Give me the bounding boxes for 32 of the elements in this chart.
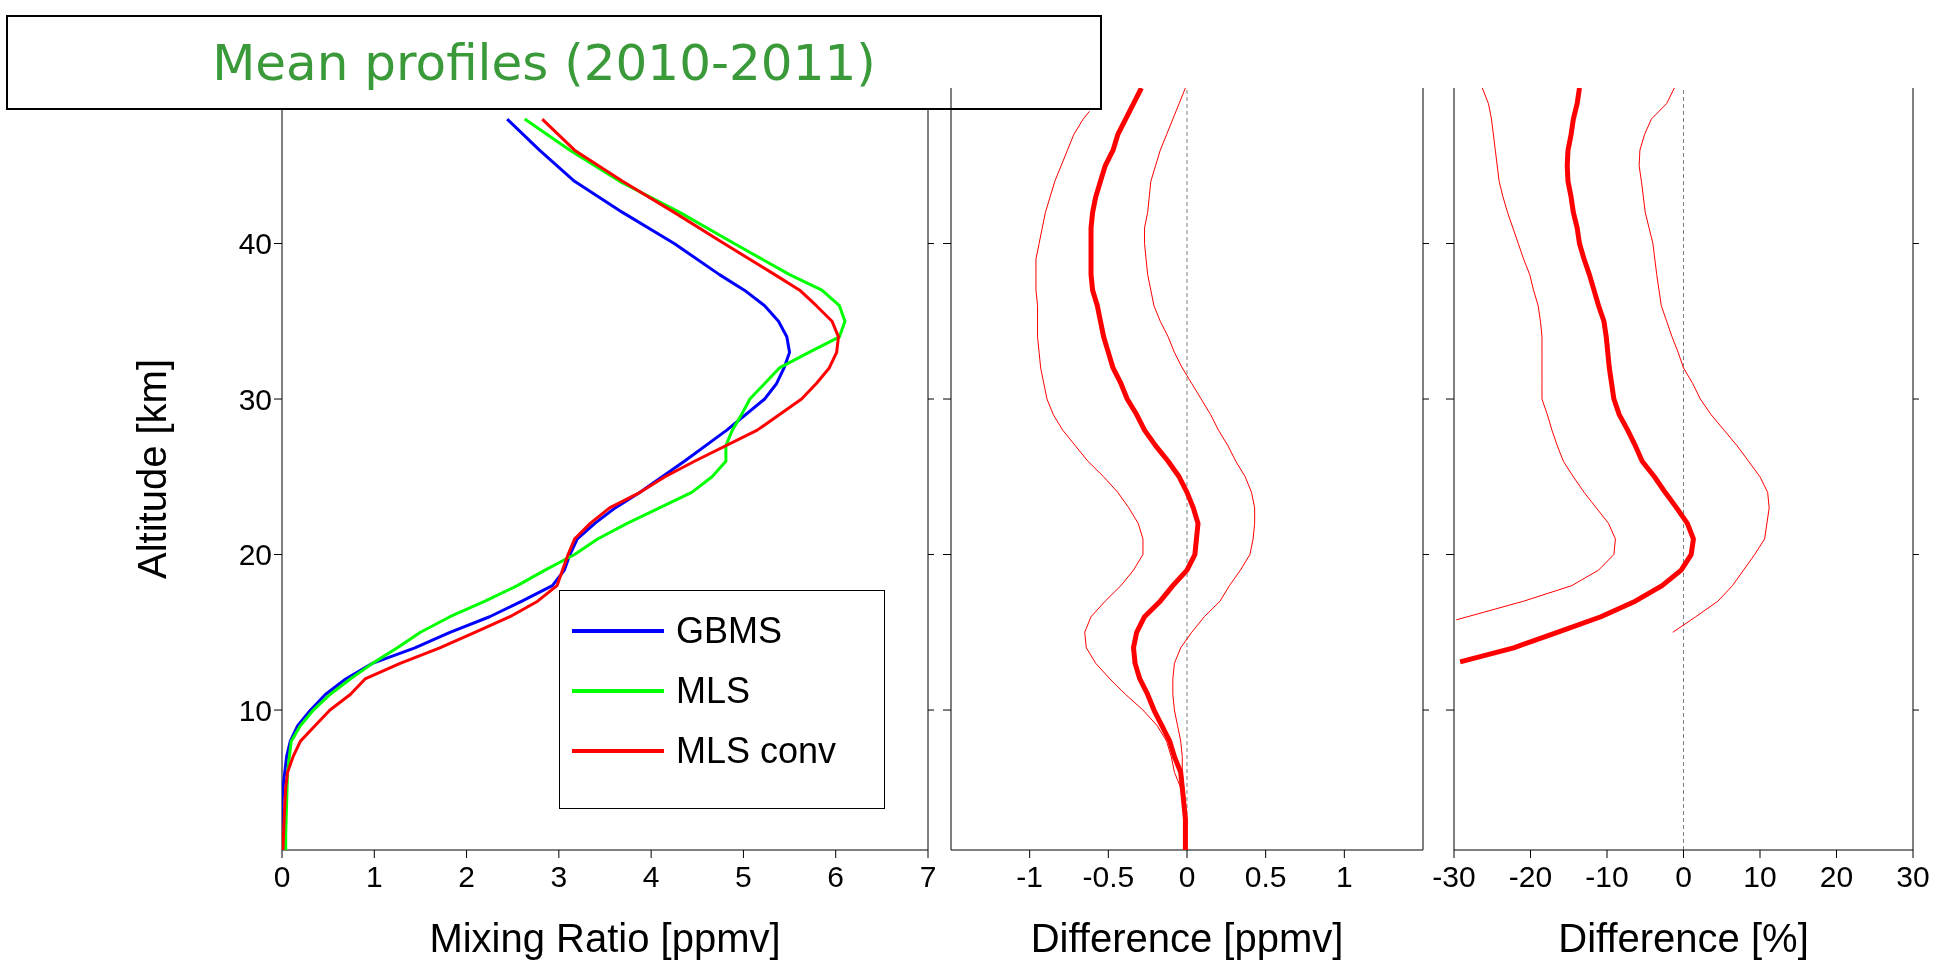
legend-label: MLS — [676, 670, 751, 712]
x-tick-label: 0 — [1178, 860, 1196, 894]
x-tick-label: -1 — [1016, 860, 1044, 894]
x-axis-title: Mixing Ratio [ppmv] — [429, 916, 781, 960]
x-tick-label: 6 — [827, 860, 845, 894]
x-tick-label: 1 — [1335, 860, 1353, 894]
x-tick-label: 2 — [458, 860, 475, 894]
x-tick-label: 0.5 — [1244, 860, 1287, 894]
x-tick-label: -0.5 — [1082, 860, 1135, 894]
chart-title: Mean profiles (2010-2011) — [212, 33, 876, 92]
y-tick-label: 30 — [238, 382, 272, 416]
legend-label: MLS conv — [676, 730, 837, 772]
x-tick-label: -20 — [1508, 860, 1553, 894]
x-tick-label: 3 — [550, 860, 568, 894]
x-axis-title: Difference [%] — [1558, 916, 1809, 960]
x-tick-label: 0 — [273, 860, 291, 894]
y-tick-label: 10 — [238, 693, 272, 727]
x-tick-label: 5 — [735, 860, 752, 894]
x-axis-title: Difference [ppmv] — [1030, 916, 1344, 960]
y-tick-label: 40 — [238, 227, 272, 261]
x-tick-label: 10 — [1743, 860, 1777, 894]
x-tick-label: 20 — [1819, 860, 1854, 894]
x-tick-label: -10 — [1585, 860, 1629, 894]
x-tick-label: 7 — [919, 860, 937, 894]
legend-label: GBMS — [676, 610, 783, 652]
x-tick-label: 4 — [642, 860, 660, 894]
x-tick-label: 1 — [365, 860, 383, 894]
x-tick-label: 0 — [1675, 860, 1692, 894]
y-axis-title: Altitude [km] — [130, 358, 175, 580]
x-tick-label: 30 — [1896, 860, 1930, 894]
x-tick-label: -30 — [1432, 860, 1476, 894]
y-tick-label: 20 — [238, 538, 272, 572]
